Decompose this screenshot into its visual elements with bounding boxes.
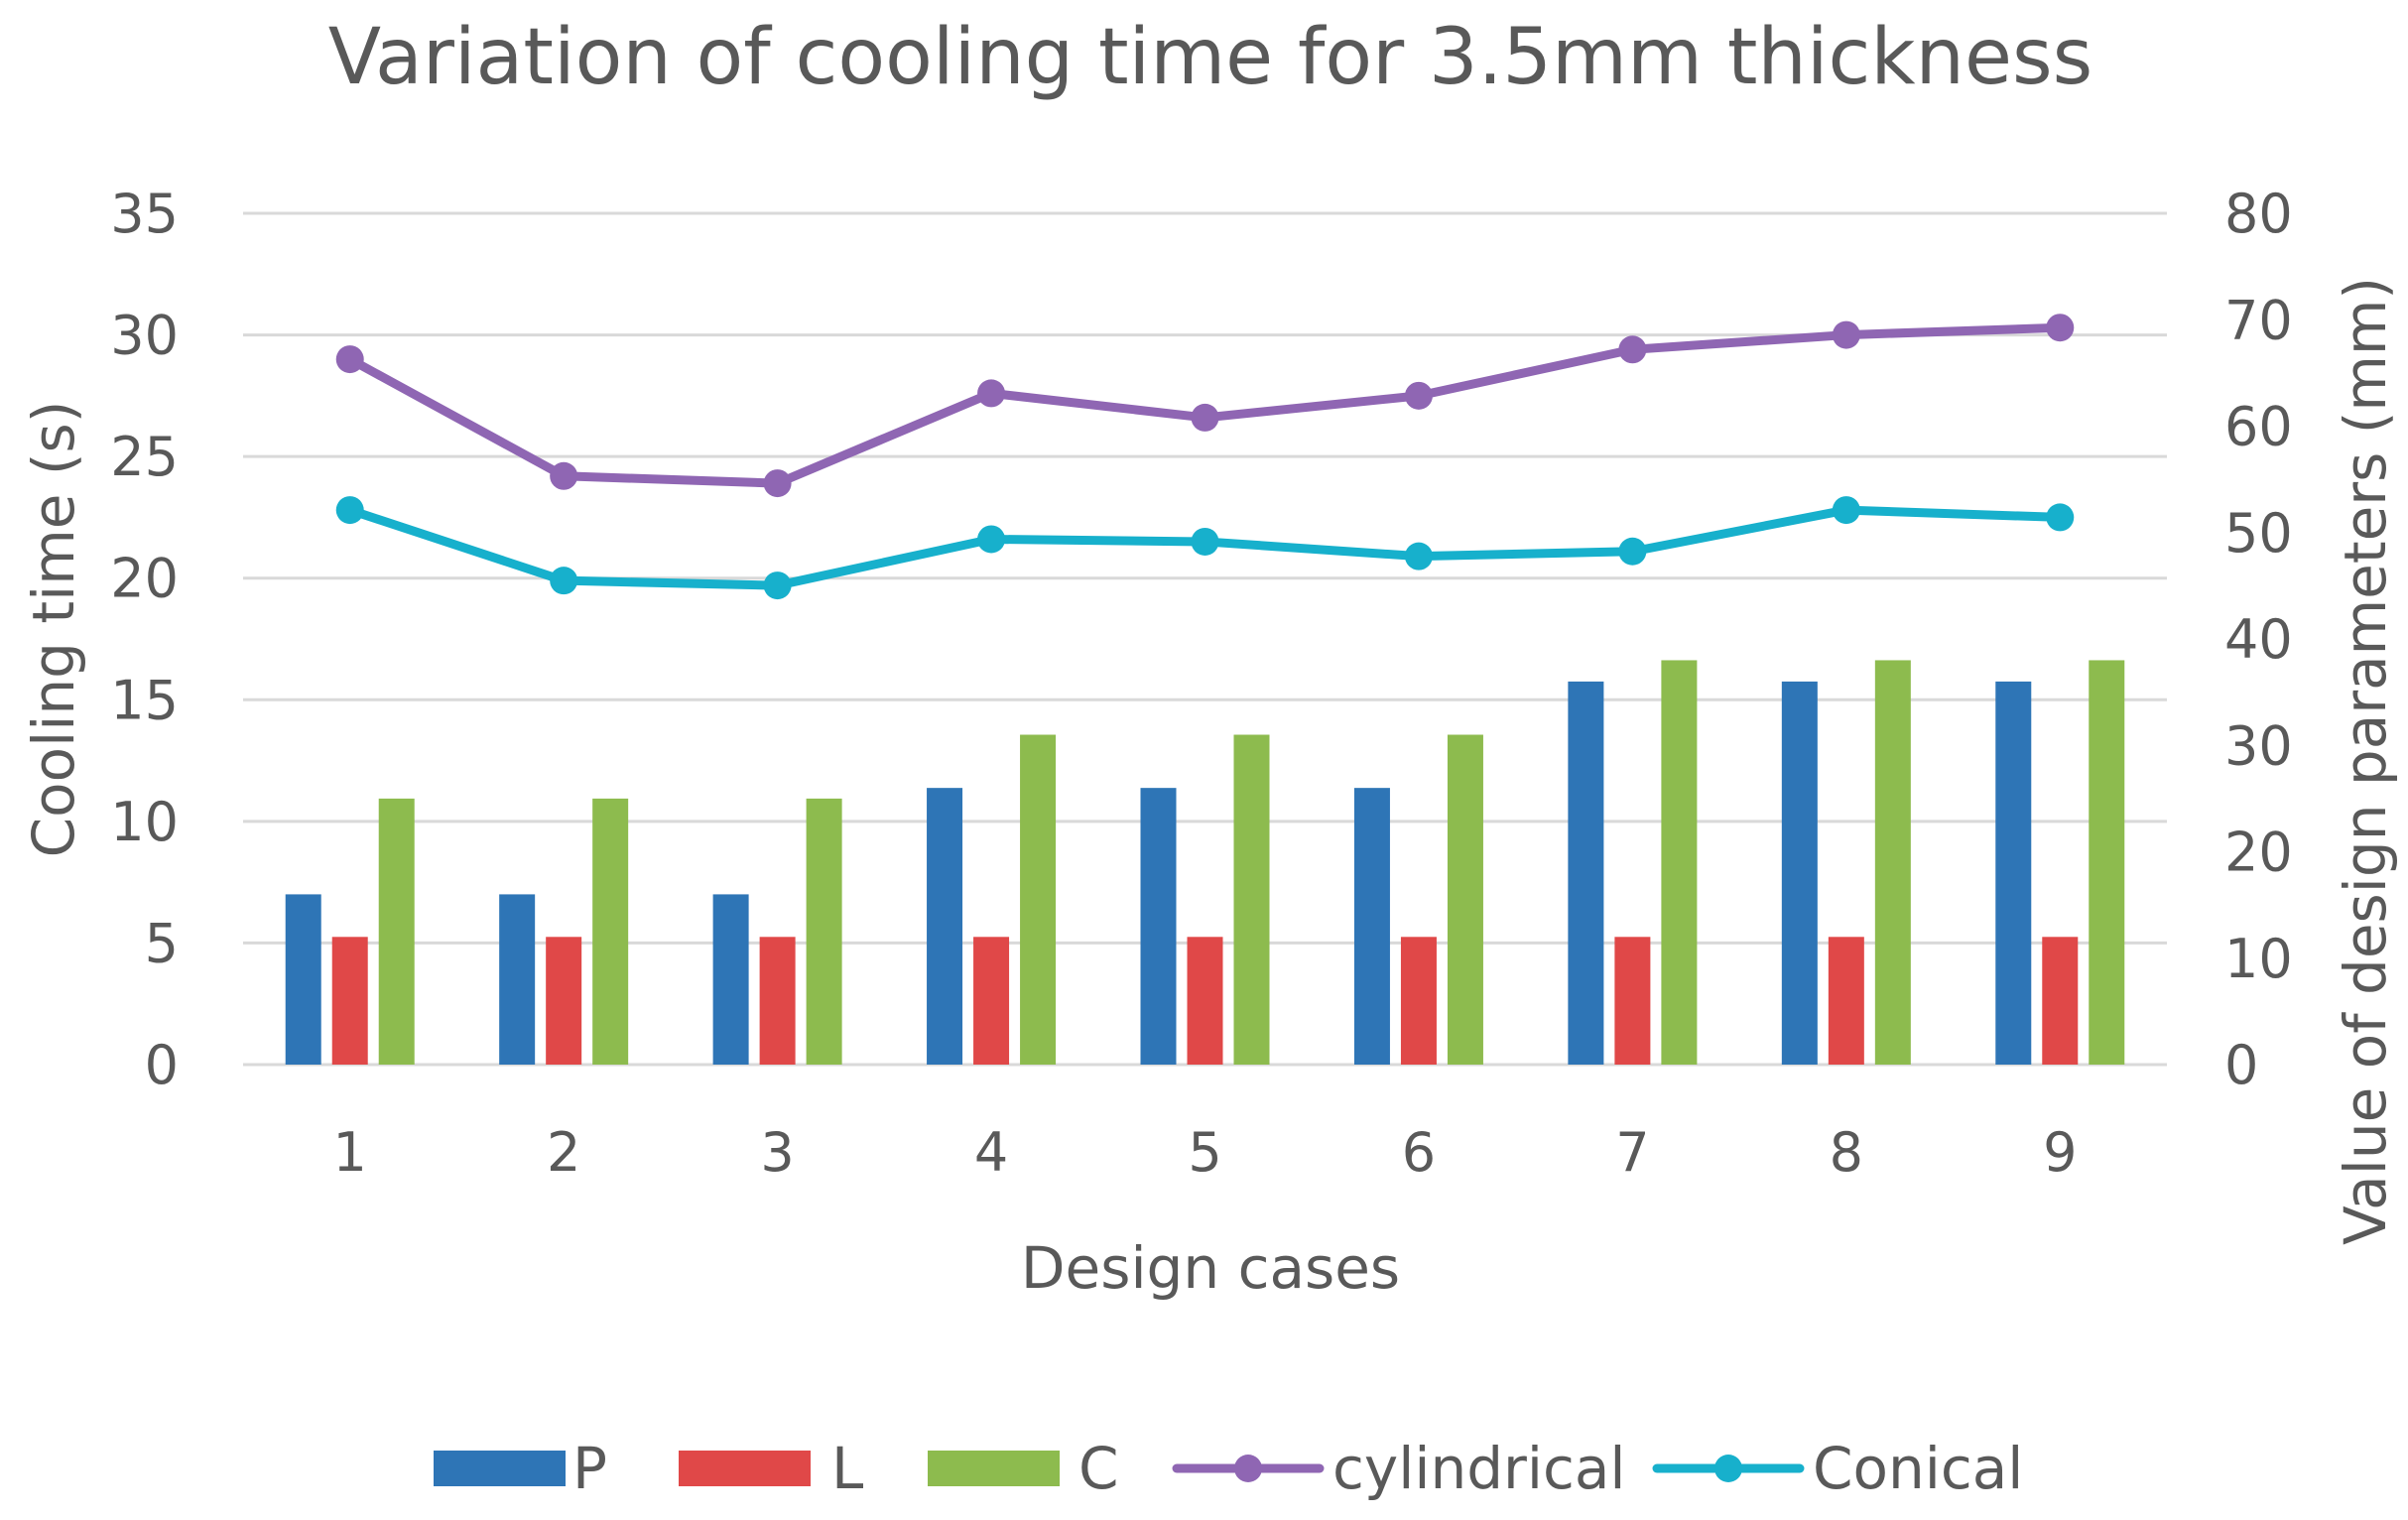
marker-conical [763,571,792,600]
bar-p [1353,788,1390,1065]
legend-label-conical: Conical [1813,1435,2023,1502]
y-tick-label: 15 [110,669,179,731]
bar-l [2042,937,2079,1065]
y-tick-label: 30 [110,305,179,367]
bar-l [759,937,796,1065]
y2-tick-label: 80 [2224,183,2293,245]
y2-tick-label: 50 [2224,502,2293,565]
bar-c [1661,660,1698,1065]
legend-marker-cylindrical [1234,1455,1262,1482]
y2-tick-label: 70 [2224,289,2293,351]
marker-conical [1404,542,1433,570]
marker-cylindrical [1832,320,1860,349]
marker-conical [1618,537,1647,566]
y-tick-label: 10 [110,791,179,853]
chart-title: Variation of cooling time for 3.5mm thic… [328,13,2093,102]
marker-cylindrical [1191,403,1219,432]
x-axis-ticks: 1 2 3 4 5 6 7 8 9 [333,1121,2078,1184]
bar-l [1828,937,1864,1065]
marker-cylindrical [763,469,792,498]
marker-conical [1191,527,1219,556]
bar-p [1568,681,1604,1065]
bar-p [1781,681,1818,1065]
bar-p [285,894,321,1065]
y-tick-label: 25 [110,426,179,488]
bar-c [2089,660,2125,1065]
legend-label-cylindrical: cylindrical [1332,1435,1626,1502]
x-tick-label: 7 [1615,1121,1649,1184]
marker-conical [977,525,1006,554]
bar-l [1400,937,1437,1065]
y2-tick-label: 30 [2224,714,2293,777]
marker-cylindrical [335,345,364,374]
bar-p [927,788,963,1065]
marker-cylindrical [550,461,578,490]
bar-l [1614,937,1651,1065]
x-tick-label: 2 [547,1121,580,1184]
bar-c [1874,660,1911,1065]
bar-c [1447,734,1483,1065]
primary-y-axis-ticks: 0 5 10 15 20 25 30 35 [110,183,179,1096]
bar-c [378,798,415,1065]
bar-l [331,937,368,1065]
x-tick-label: 9 [2043,1121,2077,1184]
legend-swatch-p [434,1451,566,1486]
line-series-group [335,314,2075,600]
bar-c [1020,734,1057,1065]
marker-conical [2046,503,2075,532]
bar-l [973,937,1010,1065]
legend-marker-conical [1714,1455,1742,1482]
y2-tick-label: 0 [2224,1034,2258,1096]
bar-series-group [285,660,2125,1065]
y-tick-label: 5 [145,912,179,974]
y2-tick-label: 40 [2224,608,2293,671]
legend-swatch-l [679,1451,811,1486]
marker-conical [550,567,578,595]
marker-cylindrical [1404,381,1433,410]
y-tick-label: 0 [145,1034,179,1096]
bar-c [1233,734,1270,1065]
bar-p [1140,788,1177,1065]
x-tick-label: 5 [1188,1121,1221,1184]
x-tick-label: 1 [333,1121,367,1184]
marker-cylindrical [2046,314,2075,342]
marker-conical [1832,496,1860,525]
y2-tick-label: 60 [2224,396,2293,458]
bar-l [1187,937,1223,1065]
x-axis-label: Design cases [1021,1234,1400,1302]
bar-p [1995,681,2032,1065]
bar-c [592,798,629,1065]
legend-label-c: C [1078,1435,1119,1502]
y2-tick-label: 10 [2224,928,2293,990]
legend-label-p: P [572,1435,607,1502]
marker-cylindrical [977,379,1006,408]
y-tick-label: 20 [110,548,179,610]
y2-axis-label: Value of design parameters (mm) [2332,277,2399,1245]
secondary-y-axis-ticks: 0 10 20 30 40 50 60 70 80 [2224,183,2293,1096]
legend-swatch-c [928,1451,1060,1486]
legend-label-l: L [831,1435,863,1502]
bar-c [806,798,842,1065]
marker-conical [335,496,364,525]
x-tick-label: 3 [760,1121,794,1184]
y2-tick-label: 20 [2224,822,2293,884]
x-tick-label: 4 [974,1121,1008,1184]
y-axis-label: Cooling time (s) [20,401,87,858]
y-tick-label: 35 [110,183,179,245]
marker-cylindrical [1618,335,1647,364]
bar-p [712,894,749,1065]
bar-l [546,937,582,1065]
x-tick-label: 6 [1402,1121,1436,1184]
x-tick-label: 8 [1830,1121,1863,1184]
bar-p [499,894,536,1065]
